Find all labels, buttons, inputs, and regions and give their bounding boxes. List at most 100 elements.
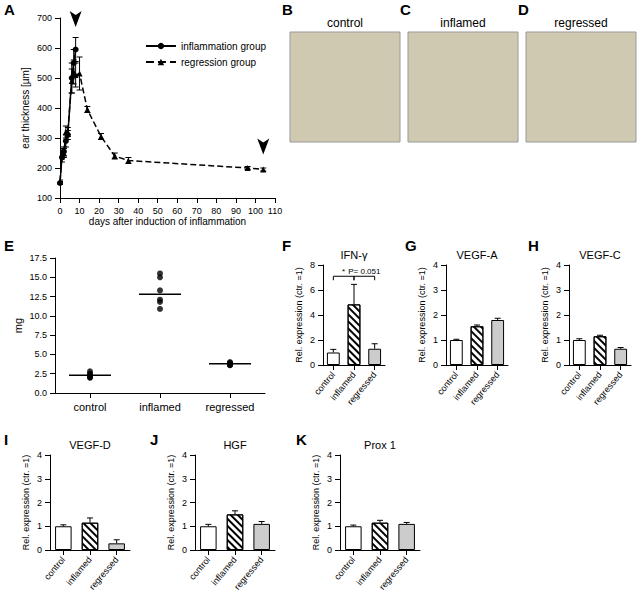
svg-text:control: control bbox=[187, 555, 212, 582]
svg-text:inflammation group: inflammation group bbox=[181, 41, 266, 52]
svg-text:control: control bbox=[332, 555, 357, 582]
svg-text:0: 0 bbox=[327, 545, 332, 555]
svg-text:0: 0 bbox=[57, 206, 62, 216]
svg-text:4: 4 bbox=[182, 450, 187, 460]
svg-text:G: G bbox=[405, 237, 417, 254]
svg-text:3: 3 bbox=[556, 285, 561, 295]
svg-text:VEGF-C: VEGF-C bbox=[579, 249, 621, 261]
svg-text:8: 8 bbox=[310, 260, 315, 270]
svg-text:0.0: 0.0 bbox=[34, 388, 47, 398]
svg-text:1: 1 bbox=[327, 521, 332, 531]
svg-text:control: control bbox=[42, 555, 67, 582]
svg-text:20: 20 bbox=[94, 206, 104, 216]
svg-text:6: 6 bbox=[310, 285, 315, 295]
svg-text:inflamed: inflamed bbox=[440, 16, 485, 30]
svg-text:regressed: regressed bbox=[345, 370, 378, 407]
svg-text:90: 90 bbox=[231, 206, 241, 216]
svg-text:2: 2 bbox=[37, 498, 42, 508]
svg-text:Rel. expression (ctr. =1): Rel. expression (ctr. =1) bbox=[311, 455, 321, 550]
svg-text:2: 2 bbox=[556, 310, 561, 320]
svg-text:control: control bbox=[327, 16, 363, 30]
svg-text:100: 100 bbox=[37, 193, 52, 203]
svg-text:0: 0 bbox=[556, 360, 561, 370]
svg-text:4: 4 bbox=[310, 310, 315, 320]
svg-text:regressed: regressed bbox=[591, 370, 624, 407]
svg-text:regressed: regressed bbox=[232, 555, 265, 592]
svg-text:H: H bbox=[528, 237, 539, 254]
svg-text:4: 4 bbox=[327, 450, 332, 460]
svg-text:I: I bbox=[4, 431, 8, 448]
svg-text:VEGF-D: VEGF-D bbox=[69, 439, 111, 451]
svg-text:regression group: regression group bbox=[181, 57, 256, 68]
svg-text:Rel. expression (ctr. =1): Rel. expression (ctr. =1) bbox=[21, 455, 31, 550]
svg-text:F: F bbox=[282, 237, 291, 254]
svg-text:Prox 1: Prox 1 bbox=[364, 439, 396, 451]
svg-text:70: 70 bbox=[192, 206, 202, 216]
svg-text:regressed: regressed bbox=[206, 401, 255, 413]
svg-text:days after induction of inflam: days after induction of inflammation bbox=[89, 216, 246, 227]
svg-text:D: D bbox=[518, 1, 529, 18]
svg-text:K: K bbox=[296, 431, 307, 448]
svg-text:30: 30 bbox=[114, 206, 124, 216]
svg-text:IFN-γ: IFN-γ bbox=[341, 249, 368, 261]
svg-text:200: 200 bbox=[37, 163, 52, 173]
svg-text:400: 400 bbox=[37, 103, 52, 113]
svg-text:Rel. expression (ctr. =1): Rel. expression (ctr. =1) bbox=[540, 267, 550, 362]
svg-text:2: 2 bbox=[182, 498, 187, 508]
svg-text:15.0: 15.0 bbox=[29, 272, 47, 282]
svg-text:B: B bbox=[282, 1, 293, 18]
svg-text:10.0: 10.0 bbox=[29, 311, 47, 321]
svg-text:3: 3 bbox=[182, 474, 187, 484]
svg-text:regressed: regressed bbox=[554, 16, 607, 30]
svg-text:*: * bbox=[342, 267, 345, 276]
svg-text:1: 1 bbox=[433, 335, 438, 345]
svg-text:17.5: 17.5 bbox=[29, 253, 47, 263]
svg-text:regressed: regressed bbox=[377, 555, 410, 592]
svg-text:2: 2 bbox=[327, 498, 332, 508]
svg-text:0: 0 bbox=[433, 360, 438, 370]
svg-text:0: 0 bbox=[37, 545, 42, 555]
svg-text:10: 10 bbox=[75, 206, 85, 216]
svg-text:C: C bbox=[400, 1, 411, 18]
svg-text:50: 50 bbox=[153, 206, 163, 216]
svg-text:700: 700 bbox=[37, 13, 52, 23]
svg-text:4: 4 bbox=[433, 260, 438, 270]
svg-text:regressed: regressed bbox=[468, 370, 501, 407]
svg-text:E: E bbox=[4, 237, 14, 254]
svg-text:80: 80 bbox=[211, 206, 221, 216]
svg-text:inflamed: inflamed bbox=[139, 401, 181, 413]
svg-text:control: control bbox=[73, 401, 106, 413]
svg-text:500: 500 bbox=[37, 73, 52, 83]
svg-text:Rel. expression (ctr. =1): Rel. expression (ctr. =1) bbox=[294, 267, 304, 362]
svg-text:2: 2 bbox=[433, 310, 438, 320]
svg-text:mg: mg bbox=[12, 318, 24, 333]
svg-text:1: 1 bbox=[37, 521, 42, 531]
svg-text:regressed: regressed bbox=[87, 555, 120, 592]
svg-text:60: 60 bbox=[172, 206, 182, 216]
svg-text:100: 100 bbox=[248, 206, 263, 216]
svg-text:300: 300 bbox=[37, 133, 52, 143]
svg-text:110: 110 bbox=[268, 206, 282, 216]
svg-text:3: 3 bbox=[327, 474, 332, 484]
svg-text:0: 0 bbox=[310, 360, 315, 370]
svg-text:J: J bbox=[150, 431, 158, 448]
svg-text:1: 1 bbox=[182, 521, 187, 531]
svg-text:12.5: 12.5 bbox=[29, 292, 47, 302]
svg-text:ear thickness [µm]: ear thickness [µm] bbox=[20, 67, 31, 149]
svg-text:1: 1 bbox=[556, 335, 561, 345]
svg-text:4: 4 bbox=[556, 260, 561, 270]
svg-text:600: 600 bbox=[37, 43, 52, 53]
svg-text:HGF: HGF bbox=[223, 439, 247, 451]
svg-text:3: 3 bbox=[37, 474, 42, 484]
svg-text:40: 40 bbox=[133, 206, 143, 216]
svg-text:7.5: 7.5 bbox=[34, 330, 47, 340]
svg-text:Rel. expression (ctr. =1): Rel. expression (ctr. =1) bbox=[166, 455, 176, 550]
svg-text:2: 2 bbox=[310, 335, 315, 345]
svg-text:3: 3 bbox=[433, 285, 438, 295]
svg-text:4: 4 bbox=[37, 450, 42, 460]
svg-text:5.0: 5.0 bbox=[34, 349, 47, 359]
svg-text:P= 0.051: P= 0.051 bbox=[348, 267, 381, 276]
svg-text:VEGF-A: VEGF-A bbox=[457, 249, 499, 261]
svg-text:Rel. expression (ctr. =1): Rel. expression (ctr. =1) bbox=[417, 267, 427, 362]
svg-text:A: A bbox=[4, 1, 15, 18]
